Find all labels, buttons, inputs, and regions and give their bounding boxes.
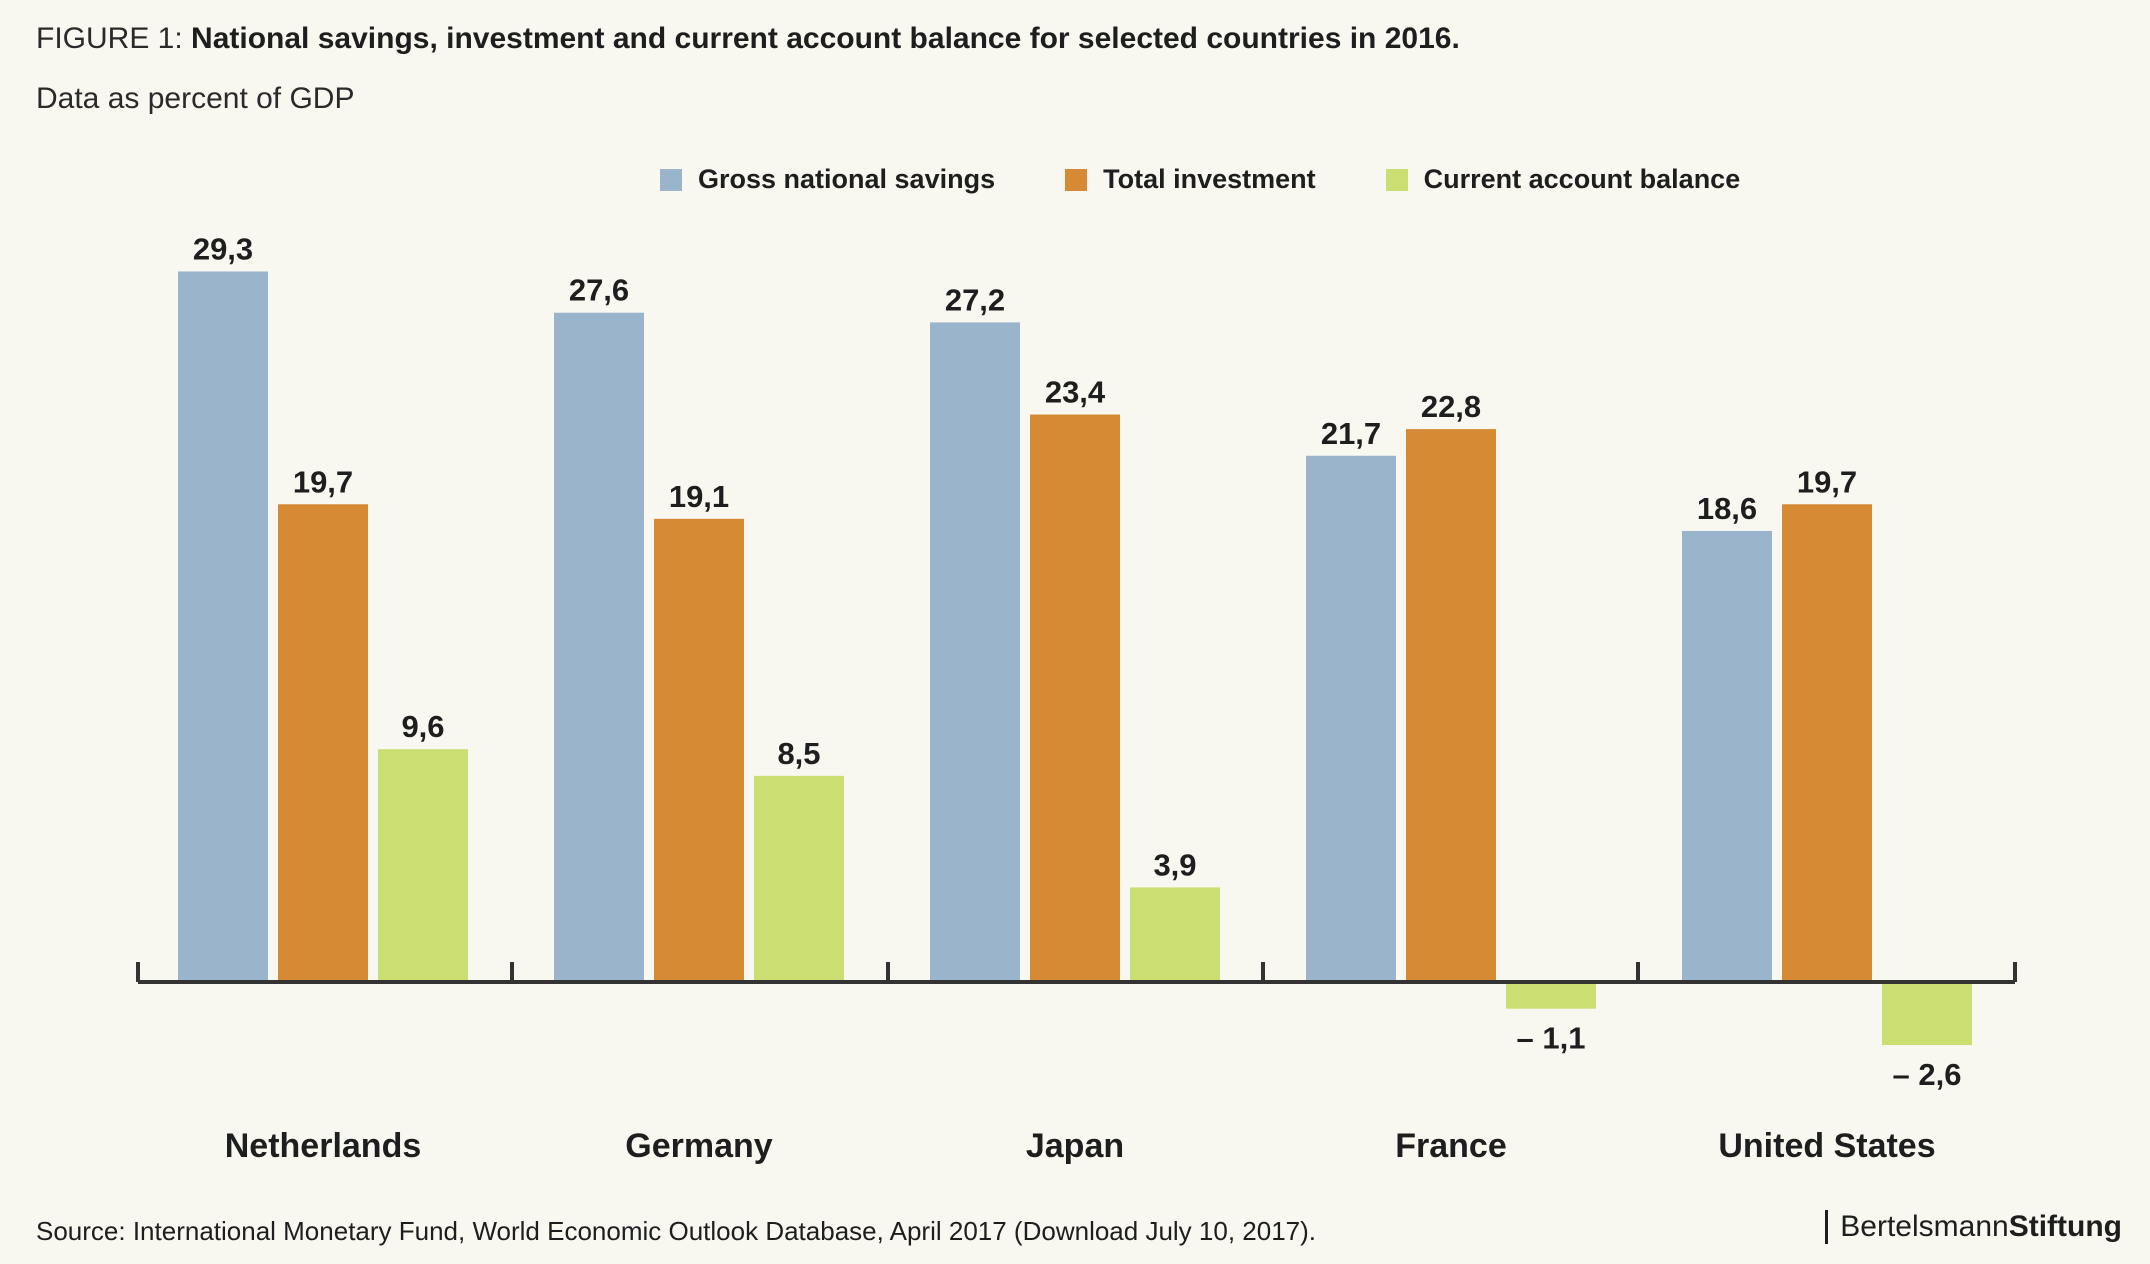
category-label-3: France bbox=[1395, 1127, 1507, 1165]
category-label-2: Japan bbox=[1026, 1127, 1124, 1165]
legend: Gross national savings Total investment … bbox=[660, 164, 1810, 195]
bar-savings-3 bbox=[1306, 455, 1396, 982]
legend-label-savings: Gross national savings bbox=[698, 164, 996, 194]
data-label-savings-3: 21,7 bbox=[1321, 416, 1381, 451]
bar-balance-2 bbox=[1130, 887, 1220, 982]
source-note: Source: International Monetary Fund, Wor… bbox=[36, 1216, 1316, 1246]
legend-item-investment: Total investment bbox=[1065, 164, 1316, 195]
legend-item-savings: Gross national savings bbox=[660, 164, 995, 195]
bar-investment-3 bbox=[1406, 429, 1496, 983]
category-label-0: Netherlands bbox=[225, 1127, 422, 1165]
legend-label-investment: Total investment bbox=[1103, 164, 1316, 194]
data-label-balance-3: – 1,1 bbox=[1517, 1021, 1586, 1056]
data-label-investment-1: 19,1 bbox=[669, 479, 729, 514]
category-label-1: Germany bbox=[625, 1127, 772, 1165]
legend-swatch-investment bbox=[1065, 168, 1088, 191]
bar-savings-2 bbox=[930, 322, 1020, 982]
bar-balance-4 bbox=[1882, 982, 1972, 1046]
data-label-balance-0: 9,6 bbox=[401, 709, 444, 744]
bar-investment-1 bbox=[654, 518, 744, 982]
data-label-savings-0: 29,3 bbox=[193, 231, 253, 266]
data-label-savings-4: 18,6 bbox=[1697, 491, 1757, 526]
brand-name-part2: Stiftung bbox=[2008, 1210, 2122, 1243]
brand-name-part1: Bertelsmann bbox=[1840, 1210, 2009, 1243]
data-label-investment-2: 23,4 bbox=[1045, 375, 1106, 410]
data-label-savings-1: 27,6 bbox=[569, 273, 629, 308]
data-label-balance-2: 3,9 bbox=[1153, 847, 1196, 882]
bar-investment-4 bbox=[1782, 504, 1872, 982]
bar-balance-0 bbox=[378, 749, 468, 982]
legend-item-balance: Current account balance bbox=[1385, 164, 1741, 195]
data-label-investment-4: 19,7 bbox=[1797, 464, 1857, 499]
bar-balance-3 bbox=[1506, 982, 1596, 1009]
bar-investment-2 bbox=[1030, 414, 1120, 982]
data-label-balance-1: 8,5 bbox=[777, 736, 820, 771]
data-label-investment-3: 22,8 bbox=[1421, 389, 1481, 424]
brand-logo: BertelsmannStiftung bbox=[1825, 1210, 2122, 1244]
chart-title-text: National savings, investment and current… bbox=[191, 22, 1460, 55]
data-label-balance-4: – 2,6 bbox=[1893, 1057, 1962, 1092]
data-label-investment-0: 19,7 bbox=[293, 464, 353, 499]
legend-swatch-savings bbox=[660, 168, 682, 191]
chart-subtitle: Data as percent of GDP bbox=[36, 82, 355, 115]
figure-label: FIGURE 1: bbox=[36, 22, 183, 55]
legend-label-balance: Current account balance bbox=[1423, 164, 1741, 194]
bar-savings-0 bbox=[178, 271, 268, 983]
bar-balance-1 bbox=[754, 775, 844, 982]
data-label-savings-2: 27,2 bbox=[945, 282, 1005, 317]
bar-investment-0 bbox=[278, 504, 368, 982]
chart-title: FIGURE 1: National savings, investment a… bbox=[36, 22, 1460, 56]
bar-savings-4 bbox=[1682, 530, 1772, 982]
category-label-4: United States bbox=[1718, 1127, 1935, 1165]
bar-savings-1 bbox=[554, 312, 644, 982]
legend-swatch-balance bbox=[1385, 168, 1408, 191]
